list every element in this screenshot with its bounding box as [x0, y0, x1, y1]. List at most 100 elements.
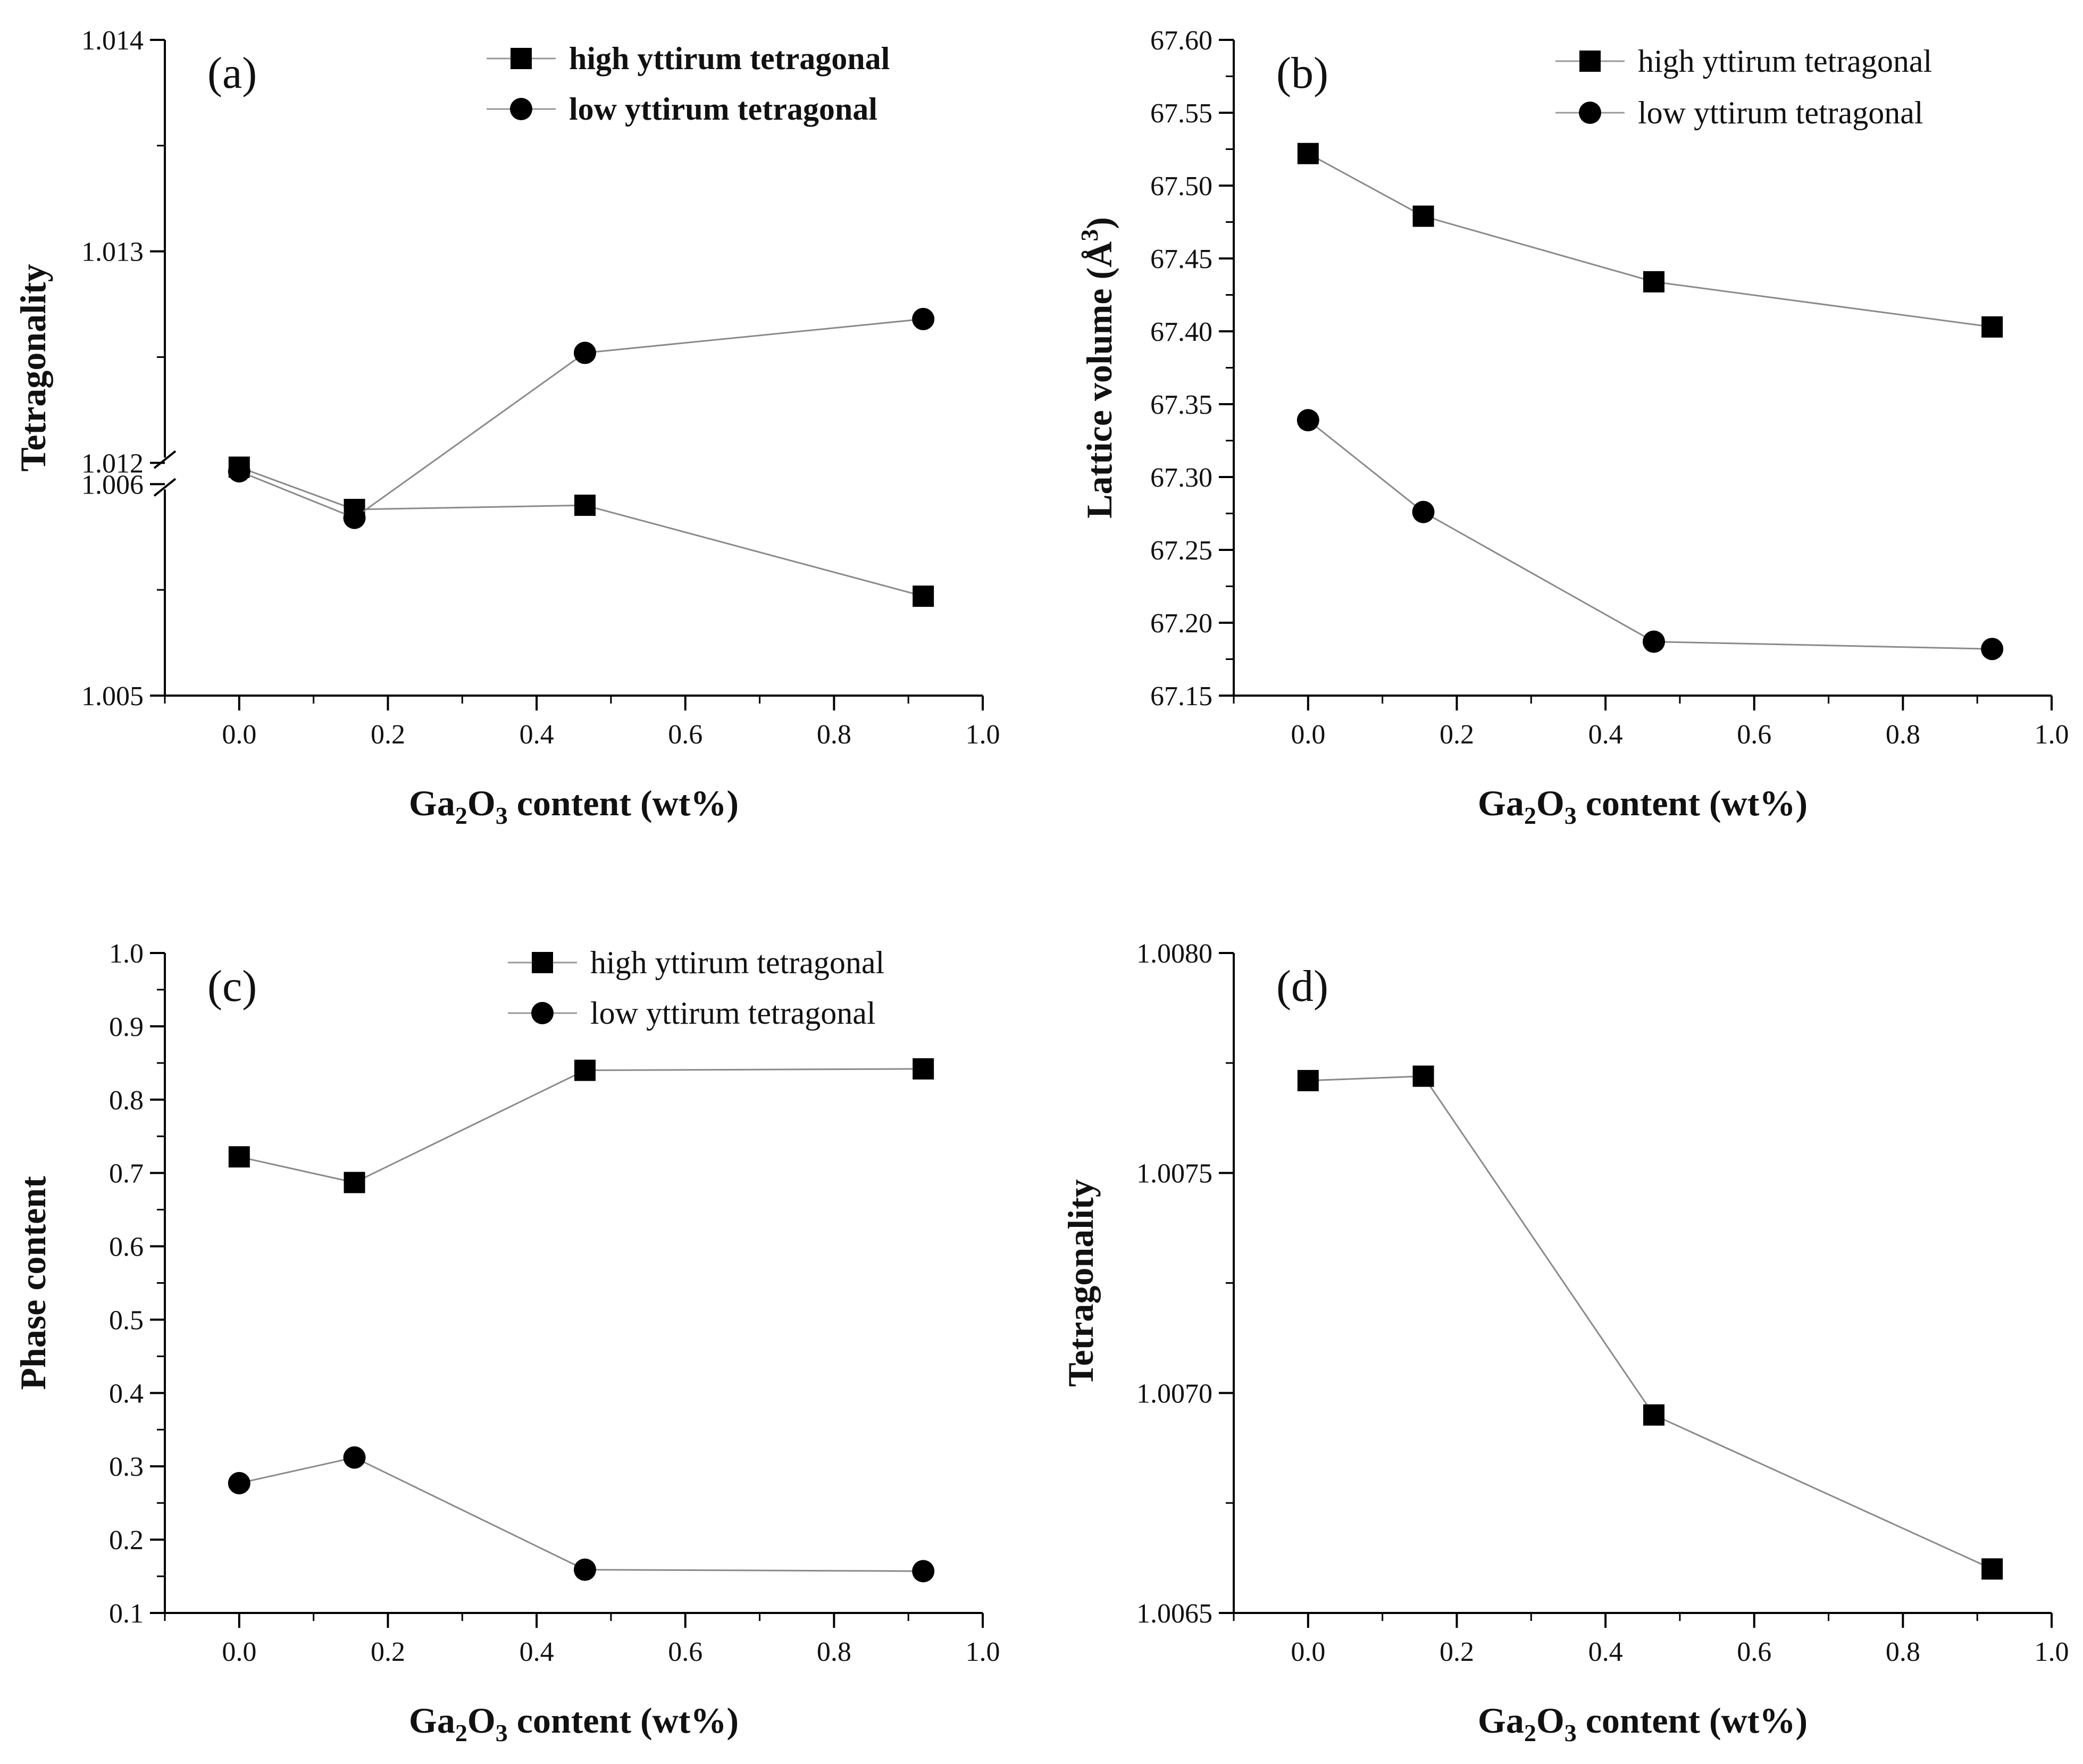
legend-item: low yttirum tetragonal	[487, 91, 877, 127]
data-point	[343, 1446, 366, 1469]
y-tick-label: 67.25	[1150, 536, 1212, 566]
legend-label: high yttirum tetragonal	[1638, 44, 1932, 79]
x-axis-label: Ga2O3 content (wt%)	[409, 783, 739, 829]
y-tick-label: 67.20	[1150, 608, 1212, 639]
y-tick-label: 1.0	[109, 939, 144, 969]
panel-label: (b)	[1276, 48, 1328, 98]
data-point	[343, 506, 366, 529]
series-low	[228, 307, 935, 529]
legend-label: low yttirum tetragonal	[1638, 95, 1923, 130]
legend-item: high yttirum tetragonal	[508, 945, 884, 980]
y-tick-label: 67.45	[1150, 244, 1212, 274]
data-point	[1297, 1069, 1319, 1091]
y-axis-label: Tetragonality	[1060, 1179, 1101, 1386]
y-tick-label: 0.1	[109, 1599, 144, 1629]
x-tick-label: 0.4	[520, 1637, 554, 1667]
series-low	[228, 1446, 935, 1583]
legend-label: high yttirum tetragonal	[590, 945, 884, 980]
legend-item: high yttirum tetragonal	[487, 41, 890, 76]
data-point	[1642, 630, 1665, 653]
x-tick-label: 0.2	[371, 1637, 405, 1667]
data-point	[913, 586, 934, 607]
legend-marker	[531, 1002, 554, 1024]
x-tick-label: 0.2	[1440, 1637, 1474, 1667]
data-point	[912, 1560, 935, 1583]
panel-label: (a)	[207, 48, 257, 98]
x-tick-label: 0.6	[1737, 1637, 1771, 1667]
legend-label: low yttirum tetragonal	[590, 996, 876, 1031]
panel-b: 67.15 67.20 67.25 67.30 67.35 67.40 67.45 67.50…	[1076, 26, 2069, 829]
data-point	[1296, 409, 1319, 432]
legend-marker	[511, 48, 532, 69]
y-axis-label: Tetragonality	[13, 264, 53, 471]
legend-label: low yttirum tetragonal	[569, 91, 877, 127]
x-tick-label: 0.2	[1440, 720, 1474, 750]
data-point	[1981, 638, 2004, 661]
y-tick-label: 1.0065	[1136, 1599, 1212, 1629]
x-tick-label: 0.2	[371, 720, 405, 750]
series-line	[1307, 419, 1993, 650]
axis-break-mark	[153, 450, 177, 469]
x-tick-label: 0.4	[1588, 720, 1623, 750]
y-tick-label: 0.5	[109, 1305, 144, 1335]
axis-break-mark	[153, 478, 177, 497]
x-tick-label: 0.0	[222, 1637, 256, 1667]
legend-marker	[1579, 51, 1601, 72]
x-tick-label: 0.6	[668, 1637, 702, 1667]
y-tick-label: 0.7	[109, 1159, 144, 1189]
x-tick-label: 0.4	[1588, 1637, 1623, 1667]
panel-label: (c)	[207, 962, 257, 1011]
data-point	[1981, 316, 2003, 338]
x-tick-label: 1.0	[2035, 1637, 2069, 1667]
x-tick-label: 1.0	[966, 1637, 1000, 1667]
data-point	[1643, 271, 1664, 292]
series-low	[1296, 409, 2004, 661]
x-axis-label: Ga2O3 content (wt%)	[409, 1700, 739, 1746]
y-tick-label: 1.0080	[1136, 939, 1212, 969]
data-point	[913, 1058, 934, 1080]
legend-marker	[510, 98, 532, 120]
data-point	[573, 341, 596, 364]
legend-marker	[532, 952, 553, 973]
legend-marker	[1579, 102, 1601, 124]
legend-label: high yttirum tetragonal	[569, 41, 890, 76]
x-tick-label: 0.6	[668, 720, 702, 750]
y-axis-label: Lattice volume (Å3)	[1076, 217, 1119, 519]
x-tick-label: 0.8	[817, 720, 851, 750]
data-point	[1412, 1065, 1434, 1087]
panel-c: 0.1 0.2 0.3 0.4 0.5 0.6 0.7 0.8 0.9 1.0 0.0 0.2 0.4 0…	[13, 939, 1000, 1746]
y-tick-label: 67.15	[1150, 681, 1212, 712]
y-tick-label: 1.005	[81, 681, 144, 712]
series-line	[239, 1457, 924, 1572]
y-tick-label: 67.40	[1150, 317, 1212, 347]
series-line	[1308, 1075, 1993, 1570]
data-point	[344, 1172, 365, 1193]
y-tick-label: 1.0075	[1136, 1159, 1212, 1189]
series-high	[1297, 1065, 2003, 1580]
data-point	[912, 307, 935, 330]
y-tick-label: 0.4	[109, 1378, 144, 1409]
legend-item: high yttirum tetragonal	[1555, 44, 1932, 79]
data-point	[1981, 1558, 2003, 1580]
data-point	[574, 495, 596, 516]
data-point	[1412, 205, 1434, 227]
legend-item: low yttirum tetragonal	[508, 996, 876, 1031]
x-axis-label: Ga2O3 content (wt%)	[1478, 1700, 1808, 1746]
y-tick-label: 0.9	[109, 1012, 144, 1042]
y-tick-label: 1.012	[81, 448, 144, 479]
data-point	[228, 1146, 250, 1168]
x-tick-label: 0.0	[222, 720, 256, 750]
legend-item: low yttirum tetragonal	[1555, 95, 1923, 130]
series-line	[1308, 153, 1993, 328]
panel-d: 1.0065 1.0070 1.0075 1.0080 0.0 0.2 0.4 0.6 0.8 1…	[1060, 939, 2069, 1746]
data-point	[1297, 143, 1319, 164]
y-tick-label: 1.014	[81, 26, 144, 56]
x-tick-label: 0.8	[1886, 1637, 1920, 1667]
y-tick-label: 1.0070	[1136, 1378, 1212, 1409]
x-tick-label: 1.0	[966, 720, 1000, 750]
series-high	[228, 1058, 934, 1193]
data-point	[1412, 500, 1435, 523]
x-tick-label: 0.0	[1291, 720, 1325, 750]
x-tick-label: 0.6	[1737, 720, 1771, 750]
